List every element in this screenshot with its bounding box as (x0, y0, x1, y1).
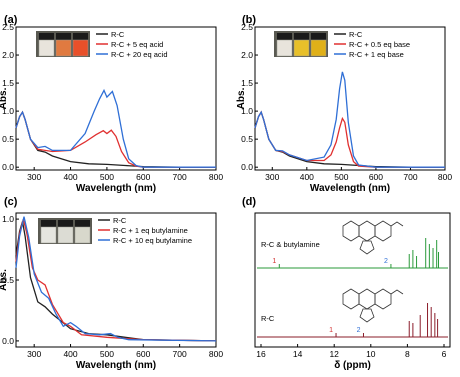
plot-frame (255, 213, 450, 347)
peak-label: 2 (357, 327, 361, 334)
peak-label: 1 (272, 258, 276, 265)
y-tick-label: 2.0 (2, 50, 14, 60)
y-tick-label: 0.0 (2, 336, 14, 346)
vial (75, 227, 90, 243)
y-tick-label: 1.0 (2, 214, 14, 224)
y-tick-label: 1.5 (2, 78, 14, 88)
legend-entry: R-C + 10 eq butylamine (113, 236, 192, 245)
x-tick-label: 800 (209, 172, 223, 182)
molecule-structure (343, 221, 403, 254)
x-tick-label: 500 (334, 172, 348, 182)
x-tick-label: 700 (173, 349, 187, 359)
legend-entry: R-C + 20 eq acid (111, 50, 168, 59)
y-axis-label: Abs. (0, 87, 9, 109)
spectrum-name: R-C & butylamine (261, 240, 320, 249)
vial (277, 40, 292, 56)
legend-entry: R-C + 1 eq butylamine (113, 226, 188, 235)
x-axis-label: Wavelength (nm) (310, 183, 390, 194)
vial-cap (277, 33, 292, 40)
x-tick-label: 800 (438, 172, 452, 182)
x-tick-label: 10 (366, 349, 376, 359)
series-line (16, 112, 216, 167)
y-axis-label: Abs. (0, 269, 9, 291)
vial (56, 40, 71, 56)
vial-cap (311, 33, 326, 40)
y-tick-label: 0.0 (241, 162, 253, 172)
vial-cap (73, 33, 88, 40)
y-tick-label: 1.5 (241, 78, 253, 88)
x-tick-label: 500 (100, 172, 114, 182)
vial (58, 227, 73, 243)
vial (73, 40, 88, 56)
legend-entry: R-C (349, 30, 363, 39)
y-tick-label: 2.5 (241, 22, 253, 32)
x-axis-label: Wavelength (nm) (76, 183, 156, 194)
x-tick-label: 700 (173, 172, 187, 182)
x-tick-label: 500 (100, 349, 114, 359)
vial-cap (58, 220, 73, 227)
y-tick-label: 0.5 (241, 134, 253, 144)
series-line (16, 112, 216, 167)
vial-cap (75, 220, 90, 227)
vial-cap (39, 33, 54, 40)
x-tick-label: 600 (136, 349, 150, 359)
vial-cap (56, 33, 71, 40)
x-tick-label: 600 (136, 172, 150, 182)
x-tick-label: 8 (405, 349, 410, 359)
x-axis-label: δ (ppm) (334, 360, 371, 371)
panel-label: (d) (242, 196, 256, 208)
legend-entry: R-C (113, 216, 127, 225)
y-axis-label: Abs. (236, 87, 247, 109)
legend-entry: R-C + 5 eq acid (111, 40, 163, 49)
molecule-structure (343, 289, 403, 322)
x-tick-label: 300 (265, 172, 279, 182)
y-tick-label: 2.0 (241, 50, 253, 60)
x-tick-label: 14 (293, 349, 303, 359)
x-tick-label: 300 (27, 349, 41, 359)
series-line (255, 112, 445, 167)
peak-label: 1 (329, 327, 333, 334)
series-line (16, 90, 216, 167)
x-tick-label: 400 (63, 349, 77, 359)
x-tick-label: 400 (63, 172, 77, 182)
x-tick-label: 16 (256, 349, 266, 359)
vial (294, 40, 309, 56)
x-tick-label: 12 (329, 349, 339, 359)
x-tick-label: 300 (27, 172, 41, 182)
x-tick-label: 800 (209, 349, 223, 359)
panel-label: (c) (4, 196, 18, 208)
x-tick-label: 700 (403, 172, 417, 182)
legend-entry: R-C + 0.5 eq base (349, 40, 410, 49)
y-tick-label: 0.0 (2, 162, 14, 172)
x-axis-label: Wavelength (nm) (76, 360, 156, 371)
vial (311, 40, 326, 56)
legend-entry: R-C (111, 30, 125, 39)
y-tick-label: 0.5 (2, 134, 14, 144)
vial (39, 40, 54, 56)
y-tick-label: 2.5 (2, 22, 14, 32)
x-tick-label: 600 (369, 172, 383, 182)
peak-label: 2 (384, 258, 388, 265)
vial-cap (294, 33, 309, 40)
vial (41, 227, 56, 243)
x-tick-label: 400 (300, 172, 314, 182)
legend-entry: R-C + 1 eq base (349, 50, 404, 59)
vial-cap (41, 220, 56, 227)
spectrum-name: R-C (261, 314, 275, 323)
x-tick-label: 6 (442, 349, 447, 359)
series-line (255, 112, 445, 167)
